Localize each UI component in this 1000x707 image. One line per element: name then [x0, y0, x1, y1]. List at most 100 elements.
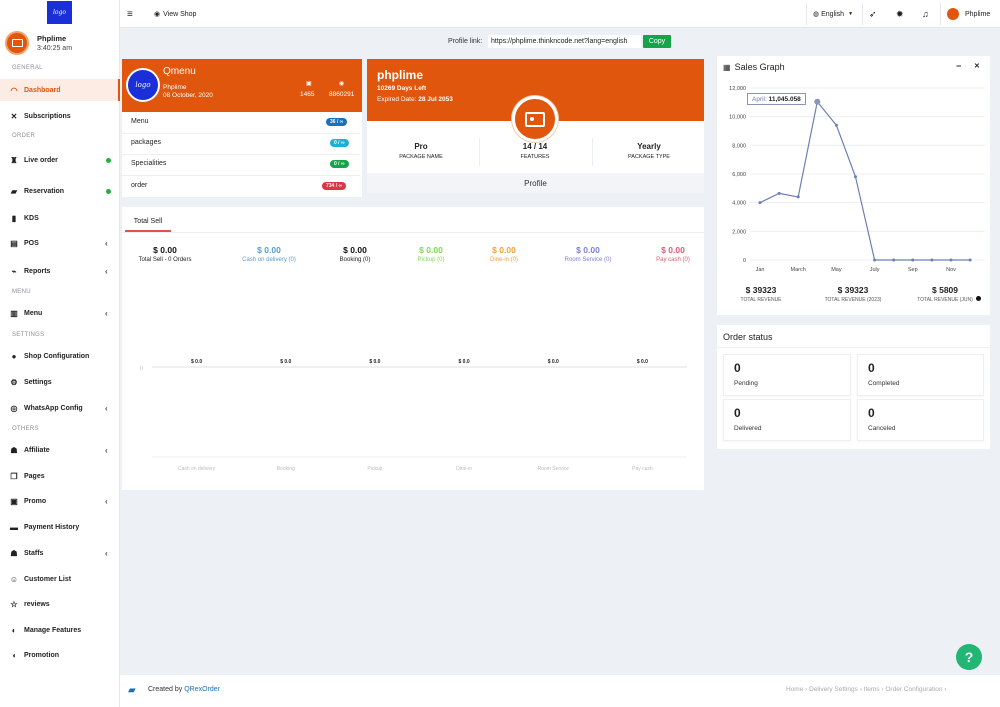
footer-link[interactable]: Home	[786, 686, 804, 693]
close-icon[interactable]: ✕	[974, 63, 980, 70]
sidebar-item-affiliate[interactable]: ☗ Affiliate ‹	[10, 445, 108, 455]
total-sell-card: Total Sell $ 0.00 Total Sell - 0 Orders $ …	[122, 207, 704, 490]
package-type-value: Yearly	[637, 142, 661, 151]
sidebar-item-subscriptions[interactable]: ✕ Subscriptions	[10, 111, 71, 121]
chevron-left-icon: ‹	[105, 238, 108, 248]
section-menu: MENU	[12, 289, 31, 295]
user-menu[interactable]: Phplime	[947, 0, 990, 28]
x-tick-label: July	[870, 267, 880, 273]
sidebar-item-reports[interactable]: ⌁ Reports ‹	[0, 260, 120, 282]
profile-link-input[interactable]: https://phplime.thinkncode.net?lang=engl…	[488, 35, 641, 48]
revenue-year-value: $ 39323	[837, 285, 869, 295]
footer-credit: Created by QRexOrder	[148, 686, 220, 693]
list-item[interactable]: packages 0 / ∞	[122, 133, 362, 154]
list-item[interactable]: Menu 36 / ∞	[122, 112, 362, 133]
package-title: phplime	[377, 68, 424, 82]
gears-icon: ⚙	[10, 377, 18, 387]
sidebar-item-promo[interactable]: ▣ Promo ‹	[10, 496, 108, 506]
revenue-year-label: TOTAL REVENUE (2023)	[824, 297, 882, 303]
hamburger-menu-icon[interactable]: ≡	[127, 8, 133, 20]
settings-cog-icon[interactable]: ✹	[896, 8, 904, 19]
y-tick-label: 8,000	[732, 143, 746, 149]
tab-total-sell[interactable]: Total Sell	[125, 212, 171, 232]
sell-stat-value: $ 0.00	[492, 245, 516, 255]
status-canceled[interactable]: 0 Canceled	[857, 399, 984, 441]
whatsapp-icon: ◎	[10, 403, 18, 413]
bar-value-label: $ 0.0	[280, 359, 291, 365]
sidebar-item-pos[interactable]: ▤ POS ‹	[10, 238, 108, 248]
y-tick-label: 12,000	[729, 86, 746, 92]
status-delivered[interactable]: 0 Delivered	[723, 399, 851, 441]
qmenu-header: logo Qmenu Phplime 08 October, 2020 ▣ 14…	[122, 59, 362, 112]
footer-brand-link[interactable]: QRexOrder	[184, 686, 220, 693]
order-status-title: Order status	[723, 332, 773, 342]
user-time: 3:40:25 am	[37, 45, 73, 52]
y-tick-label: 2,000	[732, 229, 746, 235]
y-tick-label: 0	[140, 366, 143, 372]
status-pending[interactable]: 0 Pending	[723, 354, 851, 396]
sidebar-item-dashboard[interactable]: ◠ Dashboard	[0, 79, 120, 101]
breadcrumb-separator: ›	[803, 686, 810, 693]
sidebar-item-whatsapp-config[interactable]: ◎ WhatsApp Config ‹	[10, 403, 108, 413]
sidebar-item-live-order[interactable]: ♜ Live order	[0, 149, 120, 171]
sidebar-item-shop-configuration[interactable]: ● Shop Configuration	[0, 345, 120, 367]
online-dot	[106, 157, 111, 163]
view-shop-link[interactable]: ◉ View Shop	[154, 10, 197, 19]
sidebar-item-promotion[interactable]: ◖ Promotion	[0, 644, 120, 666]
rocket-icon[interactable]: ➶	[869, 8, 877, 19]
help-button[interactable]: ?	[956, 644, 982, 670]
sidebar-item-manage-features[interactable]: ◐ Manage Features	[0, 619, 120, 641]
speedometer-icon: ◠	[10, 85, 18, 95]
sidebar-item-pages[interactable]: ❐ Pages	[10, 471, 45, 481]
data-point	[814, 98, 821, 105]
sidebar-item-reviews[interactable]: ☆ reviews	[10, 599, 50, 609]
profile-button[interactable]: Profile	[367, 173, 704, 193]
bell-icon[interactable]: ♫	[922, 9, 929, 19]
sales-line-chart: 0 2,000 4,000 6,000 8,000 10,000 12,000 Jan Marc…	[729, 86, 985, 273]
caret-down-icon: ▼	[848, 11, 854, 17]
user-profile: Phplime 3:40:25 am	[0, 28, 120, 61]
language-select[interactable]: ◍ English ▼	[813, 10, 854, 19]
sidebar-item-settings[interactable]: ⚙ Settings	[10, 377, 52, 387]
footer-link[interactable]: Items	[863, 686, 880, 693]
pages-icon: ❐	[10, 471, 18, 481]
revenue-total-value: $ 39323	[745, 285, 777, 295]
copy-button[interactable]: Copy	[643, 35, 671, 48]
data-point	[777, 191, 781, 195]
truck-logo-icon: ▰	[128, 685, 136, 696]
revenue-month-label: TOTAL REVENUE (JUN)	[917, 297, 973, 303]
minimize-icon[interactable]: −	[956, 61, 962, 71]
sales-bar-chart: 0 $ 0.0 Cash on delivery $ 0.0 Booking $ 0.0 P…	[140, 359, 687, 472]
sidebar-item-menu[interactable]: ▥ Menu ‹	[10, 308, 108, 318]
sales-graph-card: ▦ Sales Graph − ✕ 0 2,000 4,000 6,000 8,000 1…	[717, 56, 990, 315]
footer-link[interactable]: Delivery Settings	[809, 686, 858, 693]
list-item[interactable]: Specialities 0 / ∞	[122, 154, 362, 175]
online-dot	[106, 188, 111, 194]
data-point	[892, 258, 896, 262]
pos-icon: ▤	[10, 238, 18, 248]
sidebar-item-reservation[interactable]: ▰ Reservation	[0, 180, 120, 202]
pager-dot[interactable]	[976, 296, 981, 301]
data-point	[758, 201, 762, 205]
sidebar: logo Phplime 3:40:25 am GENERAL ◠ Dashbo…	[0, 0, 120, 707]
sidebar-item-kds[interactable]: ▮ KDS	[0, 207, 120, 229]
x-tick-label: Pickup	[367, 466, 382, 472]
breadcrumb-separator: ›	[879, 686, 886, 693]
stat-2: 8860291	[329, 91, 355, 98]
x-tick-label: Cash on delivery	[178, 466, 216, 472]
status-completed[interactable]: 0 Completed	[857, 354, 984, 396]
chart-tooltip: April: 11,045.058	[747, 93, 806, 105]
section-general: GENERAL	[12, 65, 43, 71]
section-settings: SETTINGS	[12, 332, 45, 338]
footer-link[interactable]: Order Configuration	[885, 686, 943, 693]
package-name-value: Pro	[414, 142, 428, 151]
sidebar-logo[interactable]: logo	[47, 1, 72, 24]
sidebar-item-customer-list[interactable]: ☺ Customer List	[9, 574, 72, 584]
list-item[interactable]: order 734 / ∞	[122, 175, 362, 196]
sidebar-item-payment-history[interactable]: ▬ Payment History	[10, 522, 80, 532]
chevron-left-icon: ‹	[105, 308, 108, 318]
y-tick-label: 6,000	[732, 172, 746, 178]
sidebar-item-staffs[interactable]: ☗ Staffs ‹	[10, 548, 108, 558]
footer-links: Home › Delivery Settings › Items › Order…	[786, 686, 946, 693]
count-badge: 734 / ∞	[322, 182, 347, 190]
